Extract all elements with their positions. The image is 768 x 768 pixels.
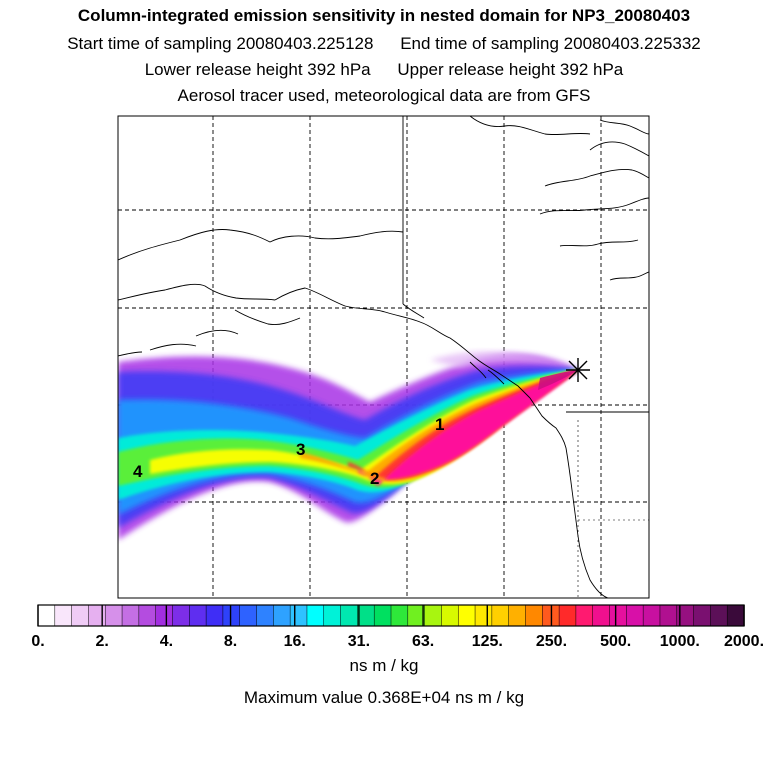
color-scale-swatch [659, 604, 678, 627]
color-scale-swatch [626, 604, 644, 627]
color-scale-swatch [558, 604, 577, 627]
color-scale-swatch [323, 604, 342, 627]
color-scale-swatch [441, 604, 459, 627]
color-scale-tick-label: 250. [536, 633, 567, 650]
start-time-label: Start time of sampling [67, 34, 232, 53]
color-scale-swatch [256, 604, 274, 627]
color-scale-swatch [726, 604, 745, 627]
end-time-value: 20080403.225332 [563, 34, 701, 53]
color-scale-swatch [693, 604, 712, 627]
end-time-label: End time of sampling [400, 34, 559, 53]
color-scale-swatch [575, 604, 594, 627]
color-scale-swatch [205, 604, 224, 627]
color-scale-tick-label: 0. [31, 633, 44, 650]
color-scale-swatch [609, 604, 627, 627]
start-time-value: 20080403.225128 [236, 34, 374, 53]
emission-sensitivity-map: 1 2 3 4 [117, 115, 650, 599]
max-value-label: Maximum value [243, 688, 363, 707]
upper-height-label: Upper release height [397, 60, 556, 79]
color-scale-swatch [189, 604, 207, 627]
color-scale-swatch [710, 604, 728, 627]
color-scale-swatch [474, 604, 493, 627]
color-scale-swatch [491, 604, 510, 627]
color-scale-swatch [172, 604, 190, 627]
color-scale-tick-labels: 0. 2. 4. 8. 16. 31. 63. 125. 250. 500. 1000. 2000. [31, 633, 764, 650]
color-scale-swatch [88, 604, 106, 627]
color-scale-tick-label: 500. [600, 633, 631, 650]
color-scale-swatch [373, 604, 392, 627]
color-scale-swatch [289, 604, 308, 627]
color-scale-tick-label: 4. [160, 633, 173, 650]
color-scale-swatch [37, 604, 56, 627]
color-scale-swatch [340, 604, 359, 627]
asterisk-release-point-icon [566, 358, 590, 382]
color-scale-swatch [273, 604, 291, 627]
color-scale-swatch [121, 604, 140, 627]
color-scale-tick-label: 2. [96, 633, 109, 650]
coastlines [118, 116, 649, 598]
max-value-units: ns m / kg [455, 688, 525, 707]
color-scale-swatch [104, 604, 123, 627]
color-scale-swatch [155, 604, 174, 627]
maximum-value-line: Maximum value 0.368E+04 ns m / kg [0, 688, 768, 708]
color-scale-swatch [71, 604, 90, 627]
map-frame [117, 115, 650, 599]
color-scale-tick-label: 31. [348, 633, 370, 650]
color-scale-tick-label: 125. [472, 633, 503, 650]
map-content: 1 2 3 4 [118, 116, 649, 598]
plume-label-2: 2 [370, 469, 379, 488]
color-scale-swatch [642, 604, 661, 627]
color-scale-swatch [306, 604, 325, 627]
emission-plume [118, 351, 578, 540]
plume-label-1: 1 [435, 415, 444, 434]
plume-label-3: 3 [296, 440, 305, 459]
release-height-line: Lower release height 392 hPa Upper relea… [0, 60, 768, 80]
color-scale-swatch [457, 604, 476, 627]
color-scale-tick-label: 2000. [724, 633, 764, 650]
color-scale-tick-label: 63. [412, 633, 434, 650]
upper-height-value: 392 hPa [559, 60, 624, 79]
lower-height-value: 392 hPa [307, 60, 371, 79]
color-scale-units: ns m / kg [349, 656, 419, 675]
color-scale-swatch [390, 604, 409, 627]
color-scale-swatch [508, 604, 527, 627]
color-scale-swatches [37, 604, 745, 627]
color-scale-swatch [138, 604, 157, 627]
color-scale-swatch [592, 604, 611, 627]
tracer-note: Aerosol tracer used, meteorological data… [177, 86, 591, 105]
color-scale-major-ticks [37, 605, 745, 626]
sampling-time-line: Start time of sampling 20080403.225128 E… [0, 34, 768, 54]
color-scale-bar: 0. 2. 4. 8. 16. 31. 63. 125. 250. 500. 1000. 2000. [31, 604, 764, 650]
color-scale-swatch [525, 604, 543, 627]
color-scale-swatch [357, 604, 375, 627]
plot-title: Column-integrated emission sensitivity i… [77, 6, 691, 25]
max-value: 0.368E+04 [367, 688, 451, 707]
color-scale-tick-label: 1000. [660, 633, 700, 650]
color-scale-swatch [424, 604, 443, 627]
plume-label-4: 4 [133, 462, 143, 481]
color-scale-tick-label: 16. [284, 633, 306, 650]
color-scale-swatch [222, 604, 241, 627]
color-scale-swatch [239, 604, 258, 627]
lower-height-label: Lower release height [144, 60, 303, 79]
color-scale-tick-label: 8. [224, 633, 237, 650]
color-scale-swatch [54, 604, 73, 627]
